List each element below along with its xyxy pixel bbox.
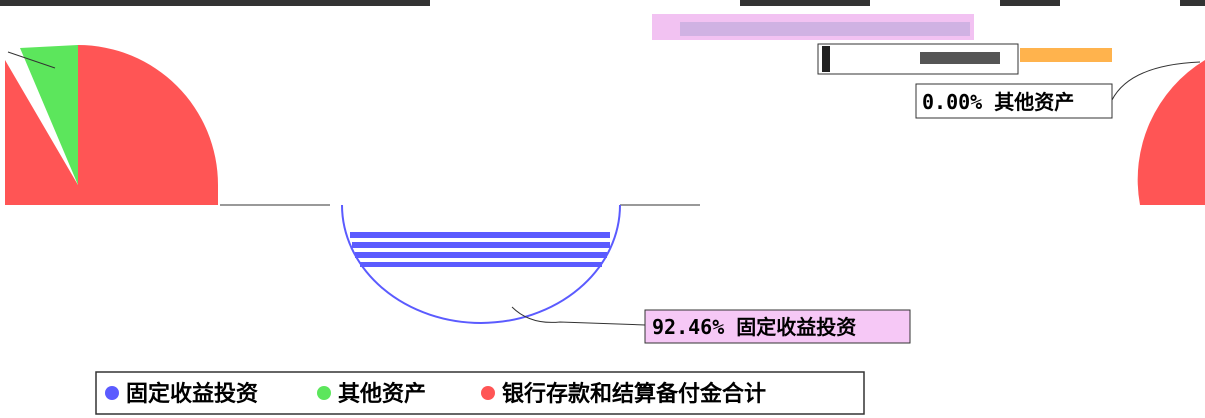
top-fragment-4 (1180, 0, 1205, 6)
pie-left-slice-other (20, 45, 78, 185)
fragment-gray-bar (920, 52, 1000, 64)
pie-left (5, 45, 218, 205)
fragment-pink-bar-2 (680, 22, 970, 36)
pie-center-stripe-4 (360, 262, 602, 267)
label-other-assets: 0.00% 其他资产 (915, 61, 1201, 119)
legend-label-fixed-income: 固定收益投资 (126, 381, 258, 407)
pie-right (1137, 60, 1205, 205)
label-fixed-income-text: 92.46% 固定收益投资 (652, 315, 856, 339)
legend-label-bank-deposits: 银行存款和结算备付金合计 (502, 381, 766, 407)
label-other-assets-text: 0.00% 其他资产 (922, 90, 1074, 114)
legend: 固定收益投资 其他资产 银行存款和结算备付金合计 (95, 371, 865, 415)
pie-center-stripe-2 (352, 242, 610, 248)
fragment-orange-bar (1020, 48, 1112, 62)
legend-marker-other-assets (317, 386, 331, 400)
overlap-fragments (652, 14, 1112, 75)
label-other-assets-leader (1111, 61, 1201, 101)
label-fixed-income: 92.46% 固定收益投资 (644, 309, 911, 344)
top-fragment-1 (0, 0, 430, 6)
pie-left-leader (7, 51, 56, 69)
pie-left-slice-bank (5, 45, 218, 205)
top-fragment-3 (1000, 0, 1060, 6)
pie-center-leader (511, 306, 646, 326)
top-fragment-2 (740, 0, 870, 6)
pie-center-stripe-3 (355, 252, 607, 258)
label-other-assets-box (915, 83, 1113, 119)
pie-center-stripe-1 (350, 232, 610, 238)
fragment-dark-mark (822, 46, 830, 72)
legend-label-other-assets: 其他资产 (338, 382, 426, 407)
pie-right-slice-bank (1137, 60, 1205, 205)
legend-marker-bank-deposits (481, 386, 495, 400)
top-cropped (0, 0, 1205, 6)
label-fixed-income-box (644, 309, 911, 344)
legend-box (95, 371, 865, 415)
legend-marker-fixed-income (105, 386, 119, 400)
pie-center (220, 204, 700, 326)
